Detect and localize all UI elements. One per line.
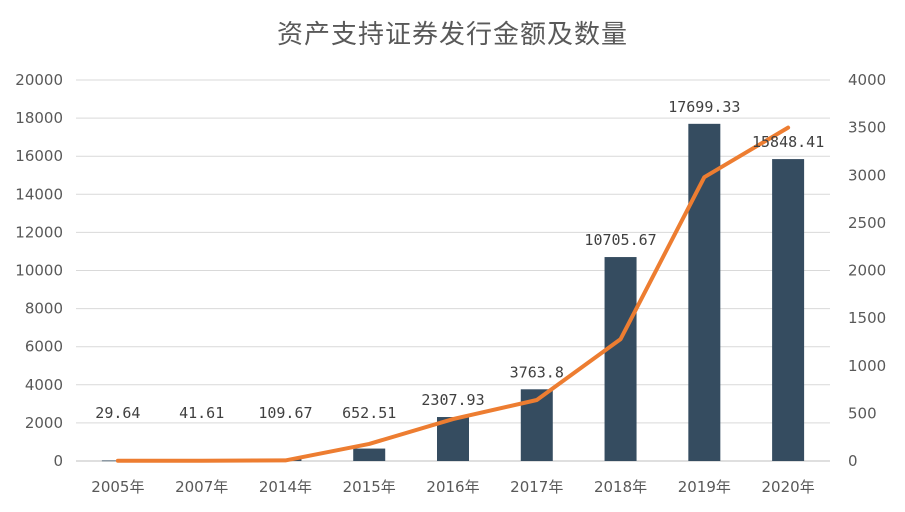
y-left-tick-label: 18000 (15, 109, 63, 127)
x-tick-label: 2007年 (175, 478, 228, 496)
y-left-tick-label: 10000 (15, 262, 63, 280)
x-tick-label: 2019年 (678, 478, 731, 496)
data-label: 15848.41 (752, 133, 824, 151)
data-label: 29.64 (95, 404, 140, 422)
bar (688, 123, 721, 462)
y-right-tick-label: 500 (848, 404, 877, 422)
y-right-tick-label: 2000 (848, 262, 886, 280)
y-left-tick-label: 16000 (15, 147, 63, 165)
y-left-tick-label: 8000 (25, 300, 63, 318)
data-label: 41.61 (179, 404, 224, 422)
y-left-tick-label: 14000 (15, 185, 63, 203)
y-left-tick-label: 12000 (15, 223, 63, 241)
y-left-tick-label: 20000 (15, 71, 63, 89)
y-left-tick-label: 2000 (25, 414, 63, 432)
bar (772, 159, 805, 462)
x-tick-label: 2015年 (343, 478, 396, 496)
x-tick-label: 2017年 (510, 478, 563, 496)
data-label: 17699.33 (668, 98, 740, 116)
y-right-tick-label: 4000 (848, 71, 886, 89)
x-tick-label: 2020年 (762, 478, 815, 496)
y-right-tick-label: 1000 (848, 357, 886, 375)
y-right-tick-label: 3500 (848, 119, 886, 137)
y-left-tick-label: 0 (53, 452, 63, 470)
data-label: 3763.8 (510, 363, 564, 381)
chart-title: 资产支持证券发行金额及数量 (276, 20, 628, 50)
y-left-tick-label: 6000 (25, 338, 63, 356)
y-right-tick-label: 0 (848, 452, 858, 470)
x-tick-label: 2014年 (259, 478, 312, 496)
x-tick-label: 2018年 (594, 478, 647, 496)
y-right-tick-label: 1500 (848, 309, 886, 327)
data-label: 109.67 (258, 404, 312, 422)
data-label: 652.51 (342, 404, 396, 422)
y-left-tick-label: 4000 (25, 376, 63, 394)
bar (604, 257, 637, 461)
data-label: 2307.93 (421, 391, 484, 409)
y-right-tick-label: 2500 (848, 214, 886, 232)
y-right-tick-label: 3000 (848, 166, 886, 184)
data-label: 10705.67 (584, 231, 656, 249)
bar (437, 417, 469, 461)
bar (353, 448, 386, 461)
x-tick-label: 2005年 (91, 478, 144, 496)
line-series (115, 125, 791, 463)
x-tick-label: 2016年 (426, 478, 479, 496)
